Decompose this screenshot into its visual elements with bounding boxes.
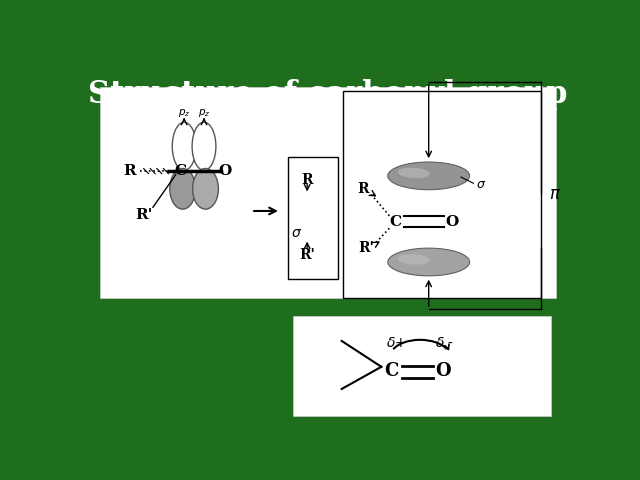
Text: R: R [357, 182, 369, 196]
Text: R': R' [358, 241, 374, 255]
Text: R': R' [300, 248, 315, 263]
Text: $\delta$+: $\delta$+ [386, 336, 406, 350]
Text: $\sigma$: $\sigma$ [291, 226, 302, 240]
Text: $\pi$: $\pi$ [548, 185, 561, 204]
FancyBboxPatch shape [100, 87, 556, 298]
Ellipse shape [397, 168, 430, 178]
Text: p$_z$: p$_z$ [198, 107, 211, 119]
Text: R: R [301, 173, 313, 187]
Text: $\delta$ -: $\delta$ - [435, 336, 454, 350]
Ellipse shape [397, 254, 430, 264]
Text: C: C [384, 362, 399, 380]
Ellipse shape [388, 248, 470, 276]
Text: C: C [175, 164, 187, 178]
Text: p$_z$: p$_z$ [178, 107, 191, 119]
FancyBboxPatch shape [293, 316, 551, 416]
Text: R: R [124, 164, 136, 178]
Text: O: O [219, 164, 232, 178]
Text: R': R' [136, 208, 153, 222]
Text: Structure of carbonyl group: Structure of carbonyl group [88, 79, 568, 110]
Ellipse shape [192, 122, 216, 170]
Text: $\sigma$: $\sigma$ [476, 178, 486, 191]
Text: O: O [445, 215, 459, 229]
Text: O: O [436, 362, 451, 380]
Ellipse shape [388, 162, 470, 190]
Text: C: C [389, 215, 401, 229]
Ellipse shape [170, 168, 196, 209]
Ellipse shape [193, 168, 218, 209]
Ellipse shape [172, 122, 196, 170]
